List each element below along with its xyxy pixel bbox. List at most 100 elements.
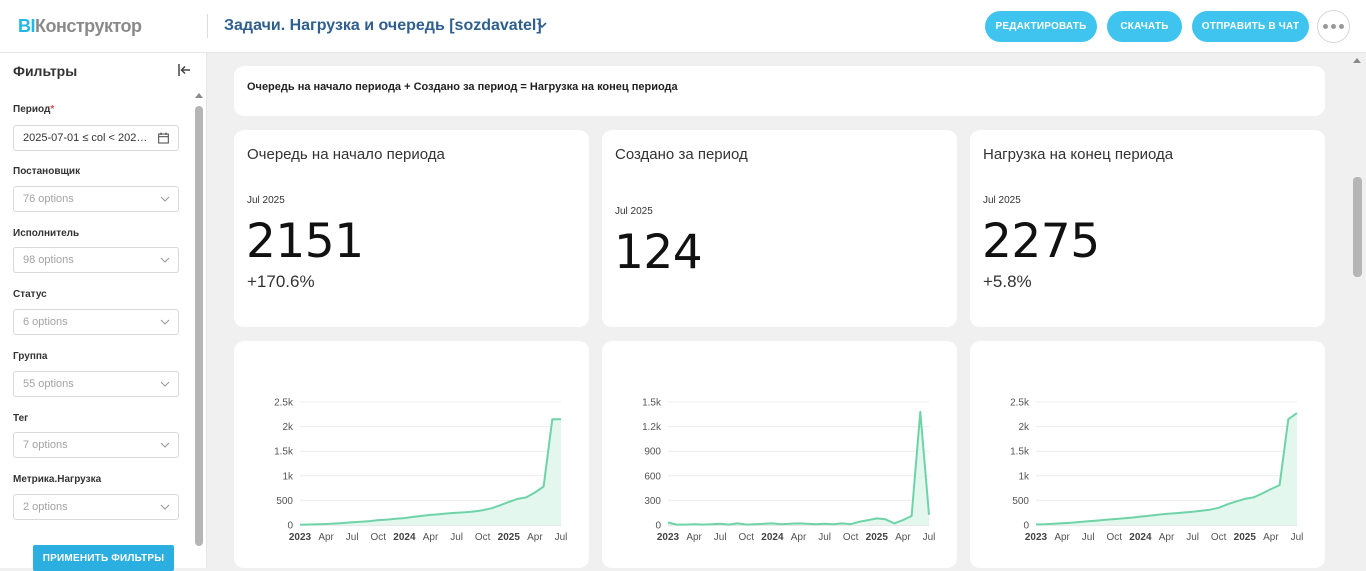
kpi-title: Нагрузка на конец периода	[983, 146, 1174, 163]
chevron-down-icon[interactable]	[535, 18, 549, 32]
y-tick-label: 1k	[1018, 471, 1030, 482]
metric-select[interactable]: 2 options	[13, 494, 179, 520]
x-tick-label: 2025	[498, 532, 521, 543]
logo-text: Конструктор	[35, 16, 142, 36]
logo-bi: BI	[18, 16, 36, 36]
kpi-period: Jul 2025	[247, 195, 285, 206]
y-tick-label: 2k	[282, 422, 294, 433]
x-tick-label: Apr	[895, 532, 911, 543]
top-header: BIКонструктор Задачи. Нагрузка и очередь…	[0, 0, 1366, 53]
kpi-value: 124	[614, 225, 703, 280]
x-tick-label: Oct	[739, 532, 755, 543]
x-tick-label: Apr	[423, 532, 439, 543]
x-tick-label: Jul	[714, 532, 727, 543]
y-tick-label: 600	[644, 471, 661, 482]
series-line[interactable]	[1035, 412, 1298, 526]
x-tick-label: Oct	[371, 532, 387, 543]
formula-text: Очередь на начало периода + Создано за п…	[247, 81, 678, 93]
x-tick-label: Apr	[791, 532, 807, 543]
x-tick-label: Jul	[1291, 532, 1304, 543]
status-select[interactable]: 6 options	[13, 309, 179, 335]
x-tick-label: 2024	[393, 532, 416, 543]
required-mark: *	[50, 104, 55, 115]
x-tick-label: Apr	[527, 532, 543, 543]
filters-sidebar: Фильтры Период* 2025-07-01 ≤ col < 202… …	[0, 53, 207, 571]
collapse-sidebar-icon[interactable]	[176, 62, 192, 78]
scroll-up-arrow-icon[interactable]	[195, 93, 203, 98]
y-tick-label: 500	[1012, 496, 1029, 507]
x-tick-label: Oct	[843, 532, 859, 543]
x-tick-label: Oct	[1107, 532, 1123, 543]
kpi-value: 2151	[246, 214, 364, 269]
app-logo[interactable]: BIКонструктор	[18, 16, 142, 37]
x-tick-label: Apr	[1263, 532, 1279, 543]
filter-label-creator: Постановщик	[13, 166, 81, 177]
x-tick-label: Jul	[818, 532, 831, 543]
more-options-button[interactable]	[1317, 10, 1350, 43]
kpi-period: Jul 2025	[615, 206, 653, 217]
kpi-card-queue-start: Очередь на начало периода Jul 2025 2151 …	[234, 130, 589, 327]
y-tick-label: 1.5k	[274, 447, 294, 458]
scroll-up-arrow-icon[interactable]	[1353, 58, 1361, 63]
chevron-down-icon	[160, 319, 170, 325]
period-date-input[interactable]: 2025-07-01 ≤ col < 202…	[13, 125, 179, 151]
chart-card-load-end: 0 500 1k 1.5k 2k 2.5k 2023 Apr Jul Oct 2024 Apr Jul O…	[970, 341, 1325, 568]
main-scrollbar-thumb[interactable]	[1353, 177, 1362, 277]
chart-card-queue-start: 0 500 1k 1.5k 2k 2.5k 2023 Apr Jul Oct 2024 Apr Jul O…	[234, 341, 589, 568]
y-tick-label: 0	[287, 521, 293, 532]
kpi-value: 2275	[982, 214, 1100, 269]
download-button[interactable]: СКАЧАТЬ	[1107, 11, 1182, 42]
select-placeholder: 7 options	[23, 439, 68, 451]
group-select[interactable]: 55 options	[13, 371, 179, 397]
series-line[interactable]	[667, 410, 930, 526]
tag-select[interactable]: 7 options	[13, 432, 179, 458]
creator-select[interactable]: 76 options	[13, 186, 179, 212]
edit-button[interactable]: РЕДАКТИРОВАТЬ	[985, 11, 1097, 42]
filters-title: Фильтры	[13, 63, 78, 79]
series-area	[300, 419, 561, 525]
kpi-title: Очередь на начало периода	[247, 146, 445, 163]
filter-label-tag: Тег	[13, 413, 29, 424]
kpi-delta: +170.6%	[247, 272, 315, 291]
select-placeholder: 2 options	[23, 501, 68, 513]
x-tick-label: 2024	[761, 532, 784, 543]
dashboard-title[interactable]: Задачи. Нагрузка и очередь [sozdavatel]	[224, 17, 542, 34]
y-tick-label: 900	[644, 447, 661, 458]
select-placeholder: 76 options	[23, 193, 74, 205]
filter-label-text: Период	[13, 104, 51, 115]
y-tick-label: 2.5k	[274, 398, 294, 409]
x-tick-label: Jul	[923, 532, 936, 543]
filter-label-group: Группа	[13, 351, 48, 362]
apply-filters-button[interactable]: ПРИМЕНИТЬ ФИЛЬТРЫ	[33, 545, 174, 571]
header-divider	[207, 14, 208, 38]
y-tick-label: 1.5k	[1010, 447, 1030, 458]
x-tick-label: Apr	[318, 532, 334, 543]
y-tick-label: 0	[655, 521, 661, 532]
assignee-select[interactable]: 98 options	[13, 247, 179, 273]
filter-label-metric: Метрика.Нагрузка	[13, 474, 102, 485]
x-tick-label: 2023	[1025, 532, 1048, 543]
x-tick-label: Apr	[1159, 532, 1175, 543]
filter-label-status: Статус	[13, 289, 47, 300]
series-area	[1036, 413, 1297, 525]
select-placeholder: 98 options	[23, 254, 74, 266]
y-tick-label: 1k	[282, 471, 294, 482]
filter-label-period: Период*	[13, 104, 54, 115]
select-placeholder: 6 options	[23, 316, 68, 328]
y-tick-label: 500	[276, 496, 293, 507]
chevron-down-icon	[160, 442, 170, 448]
y-tick-label: 2.5k	[1010, 398, 1030, 409]
sidebar-scrollbar-thumb[interactable]	[195, 106, 203, 546]
calendar-icon[interactable]	[158, 132, 169, 144]
y-tick-label: 1.2k	[642, 422, 662, 433]
kpi-delta: +5.8%	[983, 272, 1032, 291]
send-to-chat-button[interactable]: ОТПРАВИТЬ В ЧАТ	[1192, 11, 1309, 42]
kpi-card-created: Создано за период Jul 2025 124	[602, 130, 957, 327]
ellipsis-icon-dot	[1339, 24, 1344, 29]
chart-svg: 0 500 1k 1.5k 2k 2.5k 2023 Apr Jul Oct 2024 Apr Jul O…	[1010, 398, 1304, 544]
y-tick-label: 1.5k	[642, 398, 662, 409]
chevron-down-icon	[160, 257, 170, 263]
x-tick-label: Jul	[1186, 532, 1199, 543]
x-tick-label: 2025	[866, 532, 889, 543]
series-line[interactable]	[299, 418, 561, 526]
